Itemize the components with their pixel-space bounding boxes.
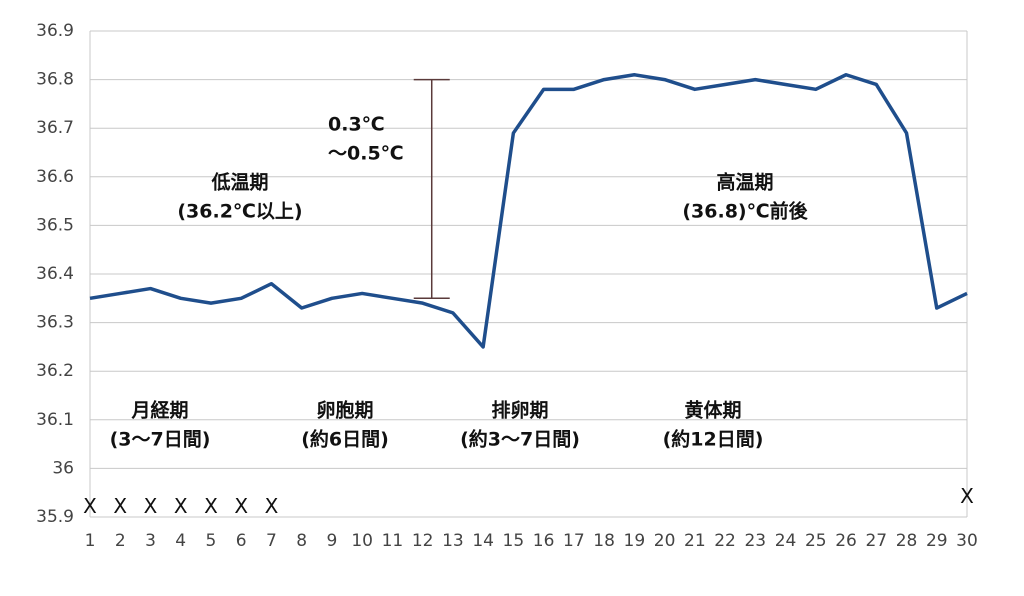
x-tick-label: 22: [714, 531, 736, 551]
annotation: (約6日間): [301, 428, 389, 451]
x-tick-label: 18: [593, 531, 615, 551]
x-tick-label: 2: [115, 531, 126, 551]
x-tick-label: 27: [865, 531, 887, 551]
annotation: 黄体期: [684, 399, 741, 422]
annotation: 卵胞期: [316, 399, 373, 422]
y-tick-label: 36.9: [36, 21, 74, 41]
x-tick-label: 28: [896, 531, 918, 551]
annotation: 低温期: [210, 171, 268, 194]
annotation: (36.2℃以上): [177, 201, 302, 223]
x-tick-label: 15: [503, 531, 525, 551]
y-tick-label: 36.7: [36, 118, 74, 138]
line-series: [89, 72, 968, 349]
annotation: (3～7日間): [110, 429, 211, 451]
x-tick-label: 13: [442, 531, 464, 551]
x-tick-label: 1: [85, 531, 96, 551]
x-tick-label: 3: [145, 531, 156, 551]
annotation: 排卵期: [491, 399, 548, 422]
x-tick-label: 23: [744, 531, 766, 551]
y-tick-label: 36.1: [36, 410, 74, 430]
x-tick-label: 26: [835, 531, 857, 551]
x-marker: X: [144, 494, 158, 518]
annotation: 0.3℃: [328, 114, 385, 136]
y-tick-label: 36.2: [36, 361, 74, 381]
x-marker: X: [265, 494, 279, 518]
annotation: (約3～7日間): [460, 428, 580, 451]
x-marker: X: [204, 494, 218, 518]
x-tick-label: 17: [563, 531, 585, 551]
x-tick-label: 25: [805, 531, 827, 551]
x-tick-label: 12: [412, 531, 434, 551]
x-tick-label: 5: [206, 531, 217, 551]
y-tick-label: 36.6: [36, 167, 74, 187]
annotation: 高温期: [716, 171, 773, 194]
y-tick-label: 36.8: [36, 70, 74, 90]
y-tick-label: 36.5: [36, 215, 74, 235]
x-tick-label: 9: [327, 531, 338, 551]
x-tick-label: 24: [775, 531, 797, 551]
annotation: (36.8)℃前後: [682, 200, 808, 223]
x-tick-label: 10: [351, 531, 373, 551]
x-tick-label: 16: [533, 531, 555, 551]
annotation: (約12日間): [663, 428, 764, 451]
x-tick-label: 29: [926, 531, 948, 551]
x-tick-label: 14: [472, 531, 494, 551]
x-tick-label: 4: [175, 531, 186, 551]
x-tick-label: 11: [382, 531, 404, 551]
y-tick-label: 36: [52, 458, 74, 478]
x-marker: X: [960, 484, 974, 508]
y-tick-label: 35.9: [36, 507, 74, 527]
x-tick-label: 20: [654, 531, 676, 551]
annotation: 月経期: [130, 399, 188, 422]
x-marker: X: [113, 494, 127, 518]
x-tick-label: 30: [956, 531, 978, 551]
y-tick-label: 36.3: [36, 313, 74, 333]
x-tick-label: 8: [296, 531, 307, 551]
x-tick-label: 21: [684, 531, 706, 551]
annotation: ～0.5℃: [328, 143, 404, 165]
x-marker: X: [174, 494, 188, 518]
y-tick-label: 36.4: [36, 264, 74, 284]
x-tick-label: 6: [236, 531, 247, 551]
x-tick-label: 19: [624, 531, 646, 551]
x-marker: X: [83, 494, 97, 518]
x-marker: X: [234, 494, 248, 518]
x-tick-label: 7: [266, 531, 277, 551]
